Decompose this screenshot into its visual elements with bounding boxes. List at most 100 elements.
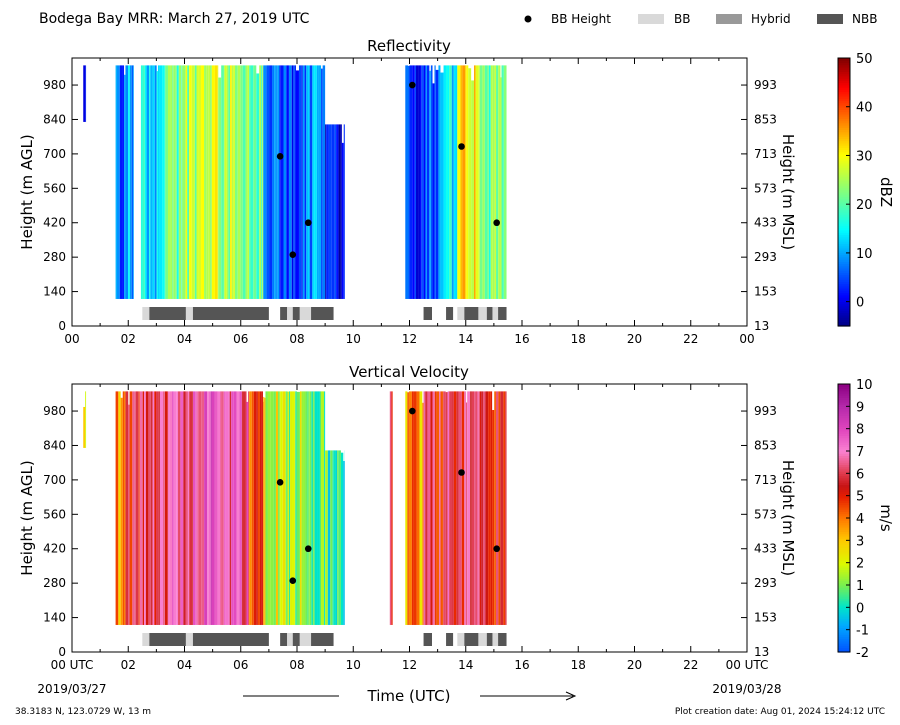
field-stripe <box>154 391 157 625</box>
field-segment <box>280 391 306 625</box>
x-tick-label: 04 <box>177 658 192 672</box>
field-stripe <box>476 391 477 625</box>
field-stripe <box>495 65 497 299</box>
y-tick-label: 840 <box>43 438 66 452</box>
bb-height-marker <box>493 545 500 553</box>
colorbar-step <box>838 645 850 649</box>
field-stripe <box>118 391 121 625</box>
field-stripe <box>223 391 226 625</box>
colorbar-step <box>838 276 850 280</box>
field-stripe <box>466 402 468 625</box>
field-stripe <box>129 391 133 625</box>
y-right-tick-label: 153 <box>754 285 777 299</box>
field-stripe <box>338 124 341 299</box>
field-segment <box>477 391 507 625</box>
field-stripe <box>453 391 457 625</box>
field-stripe <box>453 65 456 299</box>
x-tick-label: 14 <box>458 332 473 346</box>
colorbar-step <box>838 614 850 617</box>
y-tick-label: 280 <box>43 576 66 590</box>
field-stripe <box>211 391 215 625</box>
field-stripe <box>189 391 193 625</box>
colorbar-step <box>838 272 850 276</box>
field-stripe <box>426 65 430 299</box>
y-right-tick-label: 993 <box>754 78 777 92</box>
field-stripe <box>492 65 495 299</box>
colorbar-step <box>838 158 850 162</box>
field-stripe <box>465 65 467 299</box>
colorbar-step <box>838 421 850 425</box>
field-stripe <box>422 402 424 625</box>
field-stripe <box>434 391 437 625</box>
legend-nbb-label: NBB <box>852 12 877 26</box>
field-stripe <box>198 65 202 299</box>
colorbar-step <box>838 464 850 468</box>
field-stripe <box>494 391 496 625</box>
colorbar-step <box>838 520 850 524</box>
bb-height-marker <box>276 153 284 160</box>
field-stripe <box>324 391 326 625</box>
field-stripe <box>412 65 415 299</box>
field-stripe <box>312 65 315 299</box>
field-segment <box>277 65 303 299</box>
field-stripe <box>187 391 190 625</box>
x-tick-label: 00 <box>739 332 754 346</box>
colorbar-tick-label: 6 <box>856 467 864 482</box>
y-right-tick-label: 153 <box>754 611 777 625</box>
colorbar-step <box>838 176 850 180</box>
field-stripe <box>125 391 129 625</box>
colorbar-tick-label: 3 <box>856 534 864 549</box>
field-stripe <box>233 65 235 299</box>
field-stripe <box>194 65 197 299</box>
colorbar-step <box>838 145 850 148</box>
field-stripe <box>440 391 443 625</box>
field-stripe <box>288 391 291 625</box>
field-stripe <box>495 391 499 625</box>
field-stripe <box>389 391 392 625</box>
field-stripe <box>176 391 179 625</box>
reflectivity-colorbar: 0 10 20 30 40 50 <box>837 52 873 327</box>
field-stripe <box>321 391 325 625</box>
y-tick-label: 980 <box>43 78 66 92</box>
colorbar-step <box>838 241 850 244</box>
field-stripe <box>477 391 479 625</box>
x-tick-label: 08 <box>289 332 304 346</box>
field-stripe <box>435 69 439 299</box>
x-tick-label: 02 <box>121 332 136 346</box>
colorbar-step <box>838 319 850 323</box>
field-stripe <box>332 450 334 625</box>
field-stripe <box>241 391 243 625</box>
field-stripe <box>231 391 234 625</box>
x-tick-label: 12 <box>402 332 417 346</box>
y-tick-label: 0 <box>58 645 66 659</box>
colorbar-step <box>838 459 850 463</box>
colorbar-step <box>838 480 850 483</box>
field-stripe <box>420 65 422 299</box>
colorbar-step <box>838 439 850 443</box>
field-stripe <box>462 65 466 299</box>
field-stripe <box>220 391 222 625</box>
colorbar-step <box>838 638 850 642</box>
colorbar-step <box>838 640 850 644</box>
bb-class-segment <box>192 633 269 646</box>
field-stripe <box>498 65 501 299</box>
field-stripe <box>479 65 483 299</box>
colorbar-step <box>838 404 850 407</box>
y-tick-label: 840 <box>43 112 66 126</box>
field-stripe <box>204 391 208 625</box>
field-stripe <box>275 391 279 625</box>
field-stripe <box>290 391 293 625</box>
colorbar-step <box>838 457 850 461</box>
field-stripe <box>421 65 423 299</box>
y-tick-label: 560 <box>43 507 66 521</box>
y-right-tick-label: 853 <box>754 438 777 452</box>
field-segment <box>305 391 326 625</box>
colorbar-step <box>838 93 850 97</box>
field-stripe <box>275 65 277 299</box>
velocity-title: Vertical Velocity <box>349 363 469 381</box>
field-stripe <box>422 65 424 299</box>
field-stripe <box>164 65 166 299</box>
colorbar-step <box>838 629 850 633</box>
colorbar-step <box>838 107 850 110</box>
